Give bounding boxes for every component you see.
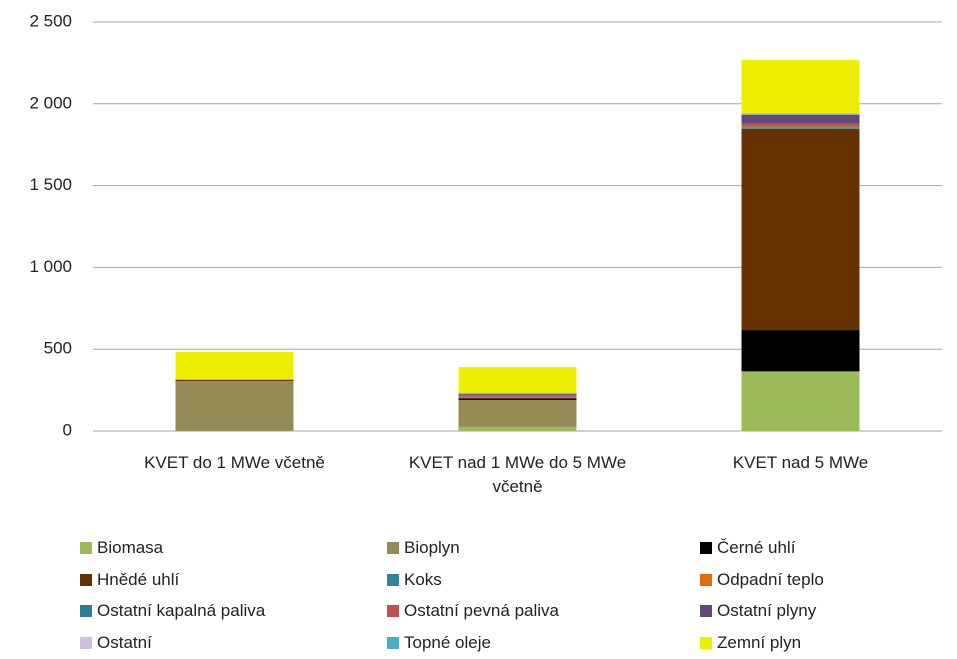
bar-segment xyxy=(741,123,860,127)
legend-item: Zemní plyn xyxy=(700,632,801,654)
bar-segment xyxy=(458,367,577,393)
legend-item: Biomasa xyxy=(80,537,163,559)
legend-label: Ostatní xyxy=(97,632,152,652)
x-tick-label: KVET do 1 MWe včetně xyxy=(144,453,325,472)
legend-label: Ostatní plyny xyxy=(717,601,817,620)
legend-label: Biomasa xyxy=(97,538,164,557)
bar-segment xyxy=(175,381,294,431)
legend-swatch xyxy=(700,605,712,617)
legend-label: Ostatní kapalná paliva xyxy=(97,601,266,620)
legend-label: Odpadní teplo xyxy=(717,569,824,589)
y-tick-label: 1 500 xyxy=(29,175,72,194)
x-tick-label: KVET nad 1 MWe do 5 MWe včetně xyxy=(408,453,627,496)
legend-label: Koks xyxy=(404,569,442,589)
legend-swatch xyxy=(700,573,712,586)
legend-swatch xyxy=(387,542,399,554)
bar-segment xyxy=(741,126,860,129)
legend-swatch xyxy=(700,542,712,554)
legend-swatch xyxy=(80,605,92,617)
bar-segment xyxy=(741,114,860,124)
y-tick-label: 1 000 xyxy=(29,257,72,276)
bar-segment xyxy=(741,330,860,372)
y-tick-label: 500 xyxy=(44,339,72,358)
y-tick-label: 2 500 xyxy=(29,11,72,30)
legend-item: Odpadní teplo xyxy=(700,569,824,591)
bar-segment xyxy=(458,426,577,431)
legend-swatch xyxy=(80,573,92,586)
legend-label: Černé uhlí xyxy=(717,538,796,557)
legend-swatch xyxy=(387,636,399,649)
bar-segment xyxy=(458,399,577,427)
legend-label: Bioplyn xyxy=(404,538,460,557)
bar-segment xyxy=(175,351,294,380)
bar-segment xyxy=(458,397,577,399)
bar-segment xyxy=(458,393,577,395)
legend-item: Bioplyn xyxy=(387,537,460,559)
legend-swatch xyxy=(387,605,399,617)
legend-swatch xyxy=(80,636,92,649)
bar-segment xyxy=(175,379,294,382)
legend-item: Ostatní plyny xyxy=(700,600,816,622)
legend-label: Ostatní pevná paliva xyxy=(404,601,559,620)
x-tick-label: KVET nad 5 MWe xyxy=(732,453,869,472)
bar-segment xyxy=(458,394,577,397)
bar-segment xyxy=(741,128,860,129)
bar-segment xyxy=(458,392,577,394)
legend-swatch xyxy=(80,542,92,554)
legend-item: Ostatní pevná paliva xyxy=(387,600,559,622)
legend-item: Ostatní kapalná paliva xyxy=(80,600,265,622)
y-tick-label: 0 xyxy=(63,420,72,439)
legend-swatch xyxy=(387,573,399,586)
legend-item: Ostatní xyxy=(80,632,152,654)
legend-label: Zemní plyn xyxy=(717,632,802,652)
legend-item: Topné oleje xyxy=(387,632,491,654)
y-tick-label: 2 000 xyxy=(29,93,72,112)
bar-segment xyxy=(741,371,860,373)
legend-swatch xyxy=(700,636,712,649)
legend-label: Topné oleje xyxy=(404,632,491,652)
legend-item: Koks xyxy=(387,569,442,591)
legend-item: Černé uhlí xyxy=(700,537,795,559)
bar-segment xyxy=(741,128,860,331)
bar-segment xyxy=(741,372,860,431)
legend-label: Hnědé uhlí xyxy=(97,569,180,589)
legend-item: Hnědé uhlí xyxy=(80,569,179,591)
bar-segment xyxy=(741,59,860,114)
bar-segment xyxy=(458,398,577,400)
